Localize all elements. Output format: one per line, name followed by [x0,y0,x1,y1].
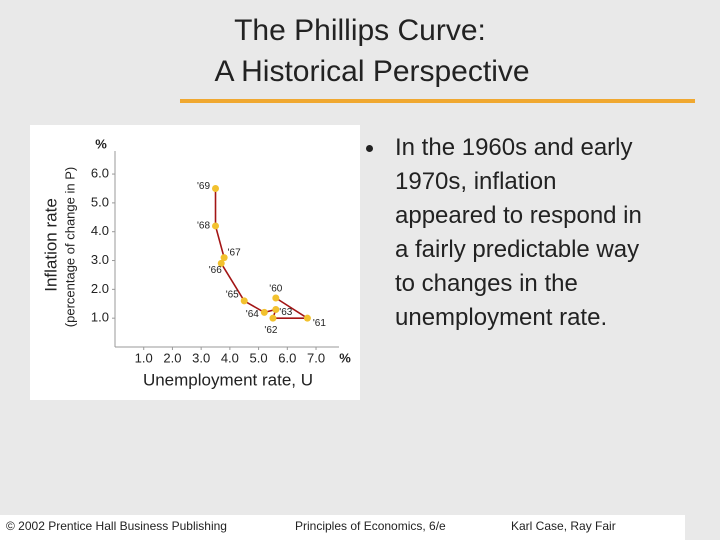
bullet-dot [366,145,373,152]
y-unit: % [95,136,107,151]
x-label: Unemployment rate, U [143,370,313,389]
footer-left: © 2002 Prentice Hall Business Publishing [6,519,227,533]
y-tick-label: 6.0 [91,165,109,180]
point-label: '67 [228,247,241,258]
y-tick-label: 2.0 [91,281,109,296]
point [212,222,220,230]
curve [214,188,311,319]
y-tick-label: 1.0 [91,310,109,325]
point [272,294,280,302]
point [217,259,225,267]
point [272,306,280,314]
footer-center: Principles of Economics, 6/e [295,519,446,533]
subtitle: A Historical Perspective [214,55,529,88]
y-tick-label: 5.0 [91,194,109,209]
point [303,314,311,322]
x-tick-label: 3.0 [192,350,210,365]
y-label: Inflation rate [41,198,60,292]
y-tick-label: 4.0 [91,223,109,238]
point-label: '64 [246,309,259,320]
x-tick-label: 4.0 [221,350,239,365]
x-tick-label: 6.0 [278,350,296,365]
point-label: '68 [197,221,210,232]
footer-bar [0,515,685,540]
point-label: '66 [209,265,222,276]
point-label: '63 [279,307,292,318]
x-tick-label: 5.0 [250,350,268,365]
bullet-text: In the 1960s and early 1970s, inflation … [395,134,642,331]
point-label: '69 [197,181,210,192]
point [220,254,228,262]
x-tick-label: 1.0 [135,350,153,365]
point-label: '60 [269,284,282,295]
point-label: '62 [264,325,277,336]
y-sublabel: (percentage of change in P) [62,167,77,327]
title: The Phillips Curve: [234,14,486,47]
x-tick-label: 7.0 [307,350,325,365]
point [240,297,248,305]
title-rule [180,99,695,103]
footer-right: Karl Case, Ray Fair [511,519,616,533]
point-label: '61 [313,318,326,329]
point [260,308,268,316]
chart-background [30,125,360,400]
y-tick-label: 3.0 [91,252,109,267]
x-unit: % [339,350,351,365]
point [269,314,277,322]
x-tick-label: 2.0 [163,350,181,365]
point-label: '65 [226,290,239,301]
point [212,184,220,192]
